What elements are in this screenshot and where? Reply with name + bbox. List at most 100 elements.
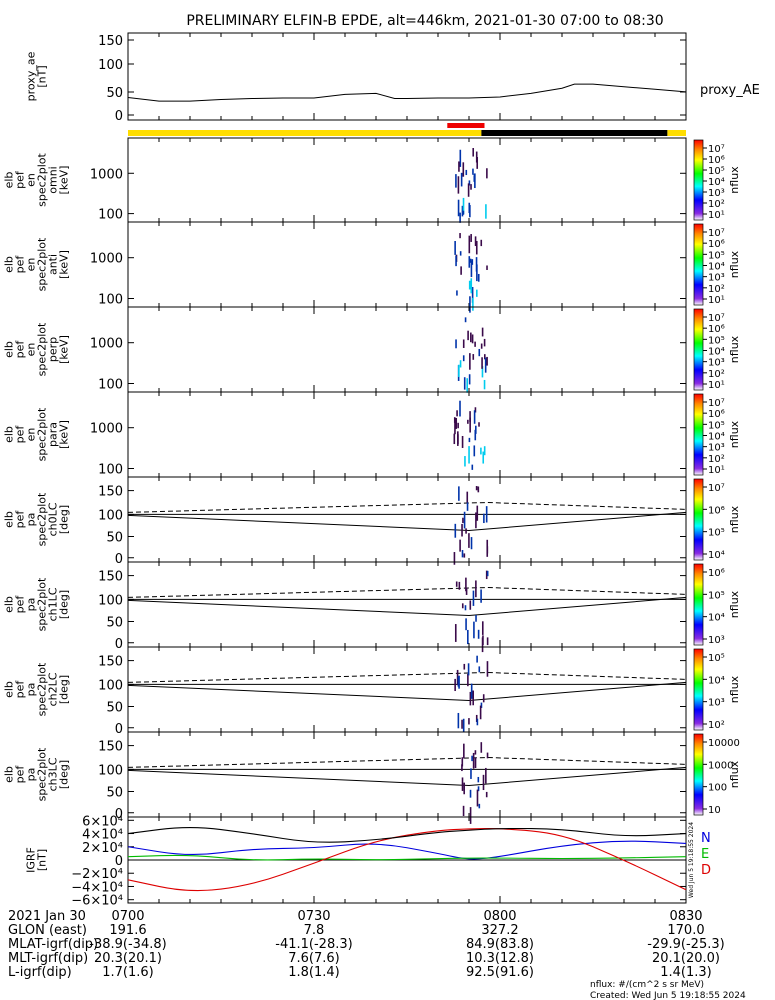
- data-streak: [461, 523, 463, 537]
- data-streak: [472, 354, 475, 360]
- data-streak: [454, 624, 457, 642]
- y-tick-label: 4×10⁴: [82, 828, 123, 843]
- data-streak: [469, 807, 472, 824]
- data-streak: [461, 603, 464, 609]
- data-streak: [469, 353, 471, 370]
- y-tick-label: −6×10⁴: [71, 894, 123, 909]
- data-streak: [478, 666, 481, 673]
- data-streak: [464, 605, 467, 611]
- y-tick-label: 2×10⁴: [82, 841, 123, 856]
- footer-value: 327.2: [481, 923, 518, 938]
- panel-ylabel-line: [deg]: [58, 760, 71, 789]
- y-tick-label: 100: [98, 58, 123, 73]
- data-streak: [463, 553, 466, 558]
- data-streak: [482, 451, 485, 464]
- y-tick-label: 150: [98, 34, 123, 49]
- data-streak: [476, 289, 478, 297]
- data-streak: [462, 805, 465, 817]
- data-streak: [468, 235, 471, 254]
- panel-ylabel-line: elb: [3, 596, 16, 613]
- units-note: nflux: #/(cm^2 s sr MeV): [590, 980, 704, 990]
- colorbar-tick-label: 10⁶: [708, 409, 725, 420]
- data-streak: [478, 803, 481, 809]
- y-tick-label: 1000: [90, 252, 123, 267]
- data-streak: [464, 456, 466, 467]
- igrf-series-n: [127, 840, 687, 860]
- data-streak: [472, 590, 475, 606]
- data-streak: [461, 205, 464, 217]
- data-streak: [456, 410, 458, 417]
- y-tick-label: 0: [115, 807, 123, 822]
- panel-ylabel-line: [deg]: [58, 590, 71, 619]
- data-streak: [472, 690, 474, 706]
- y-tick-label: 100: [98, 378, 123, 393]
- panel-ylabel-line: pa: [25, 768, 38, 782]
- panel-ylabel-line: pef: [14, 170, 27, 189]
- colorbar-tick-label: 10⁶: [708, 155, 725, 166]
- panel-ylabel-line: elb: [3, 426, 16, 443]
- colorbar: [693, 478, 704, 561]
- data-streak: [457, 176, 460, 194]
- data-streak: [463, 663, 466, 670]
- y-tick-label: 100: [98, 508, 123, 523]
- panel-ylabel-line: elb: [3, 256, 16, 273]
- colorbar-tick-label: 10²: [708, 369, 725, 380]
- data-streak: [485, 506, 488, 523]
- colorbar-label: nflux: [728, 675, 741, 703]
- data-streak: [470, 260, 473, 278]
- panel-ylabel-line: spec2plot: [36, 237, 49, 291]
- footer-label: MLAT-igrf(dip): [8, 937, 98, 952]
- igrf-series-e: [127, 854, 687, 861]
- loss-cone-line: [127, 596, 687, 617]
- data-streak: [471, 334, 474, 344]
- y-tick-label: 50: [106, 786, 123, 801]
- data-streak: [483, 379, 486, 390]
- colorbar-tick-label: 10²: [708, 454, 725, 465]
- data-streak: [462, 162, 465, 177]
- data-streak: [475, 615, 477, 622]
- created-stamp-vertical: Wed Jun 5 19:18:55 2024: [688, 822, 695, 898]
- y-tick-label: 0: [115, 109, 123, 124]
- colorbar-tick-label: 10⁷: [708, 144, 725, 155]
- data-streak: [482, 694, 485, 703]
- data-streak: [481, 366, 484, 378]
- data-streak: [471, 755, 473, 762]
- colorbar-tick-label: 10⁵: [708, 653, 725, 664]
- colorbar: [693, 223, 704, 306]
- data-streak: [459, 212, 461, 223]
- data-streak: [486, 570, 489, 577]
- panel-ylabel-line: elb: [3, 766, 16, 783]
- colorbar-tick-label: 10¹: [708, 210, 725, 221]
- data-streak: [461, 435, 464, 448]
- science-zone-bar: [447, 123, 485, 128]
- data-streak: [462, 339, 465, 348]
- data-streak: [485, 204, 487, 219]
- y-tick-label: 6×10⁴: [82, 814, 123, 829]
- panel-ylabel-line: ch3LC: [47, 757, 60, 791]
- panel-ylabel-line: en: [25, 343, 38, 357]
- panel-igrf: IGRF[nT] 6×10⁴4×10⁴2×10⁴0−2×10⁴−4×10⁴−6×1…: [25, 814, 712, 908]
- data-streak: [471, 286, 474, 303]
- data-streak: [486, 637, 489, 646]
- colorbar-tick-label: 10⁶: [708, 239, 725, 250]
- data-streak: [474, 341, 476, 347]
- data-streak: [470, 278, 473, 294]
- colorbar-tick-label: 10³: [708, 635, 725, 646]
- data-streak: [483, 513, 485, 524]
- time-tick-label: 0730: [297, 909, 330, 924]
- footer-value: 1.7(1.6): [102, 965, 154, 980]
- data-streak: [458, 161, 460, 172]
- y-tick-label: 50: [106, 701, 123, 716]
- data-streak: [469, 258, 472, 263]
- footer-value: -38.9(-34.8): [89, 937, 166, 952]
- data-streak: [469, 691, 472, 706]
- panel-ylabel-line: [deg]: [58, 675, 71, 704]
- data-streak: [474, 407, 477, 413]
- data-streak: [459, 233, 461, 239]
- data-streak: [465, 618, 467, 631]
- panel-ylabel-line: pa: [25, 513, 38, 527]
- loss-cone-line: [127, 766, 687, 787]
- colorbar-tick-label: 10⁷: [708, 313, 725, 324]
- data-streak: [475, 714, 478, 722]
